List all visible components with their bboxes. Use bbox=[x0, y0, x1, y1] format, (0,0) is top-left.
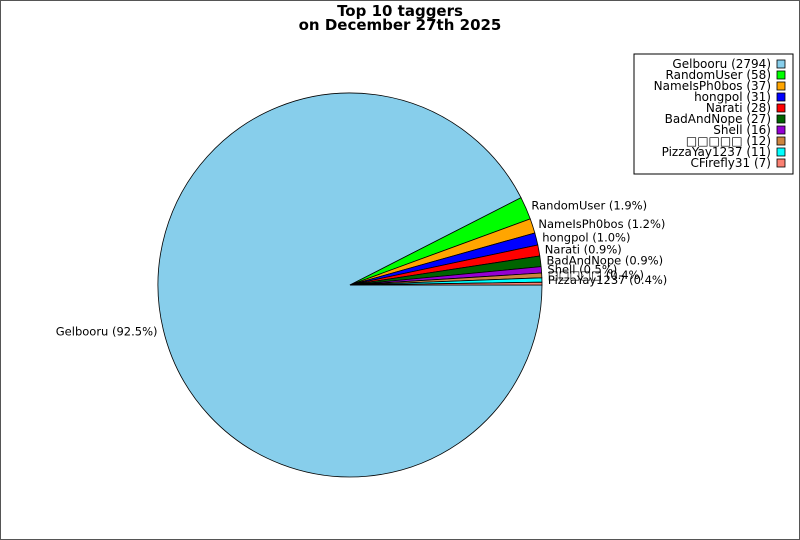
slice-label-5: BadAndNope (0.9%) bbox=[547, 254, 664, 268]
legend-swatch-4 bbox=[776, 103, 786, 113]
legend: Gelbooru (2794)RandomUser (58)NameIsPh0b… bbox=[633, 53, 794, 175]
pie-slice-9 bbox=[349, 281, 543, 286]
legend-swatch-7 bbox=[776, 136, 786, 146]
legend-swatch-5 bbox=[776, 114, 786, 124]
slice-label-3: hongpol (1.0%) bbox=[542, 231, 630, 245]
legend-entry-1: RandomUser (58) bbox=[666, 68, 771, 82]
legend-entry-8: PizzaYay1237 (11) bbox=[662, 145, 771, 159]
pie-slices bbox=[157, 92, 543, 478]
slice-label-7: □□□□□ (0.4%) bbox=[548, 268, 644, 282]
chart-title-line1: Top 10 taggers bbox=[337, 2, 463, 20]
slice-label-4: Narati (0.9%) bbox=[545, 242, 622, 256]
slice-label-2: NameIsPh0bos (1.2%) bbox=[538, 217, 665, 231]
legend-swatch-8 bbox=[776, 147, 786, 157]
slice-labels: Gelbooru (92.5%) RandomUser (1.9%) NameIsP… bbox=[56, 199, 668, 339]
legend-entry-4: Narati (28) bbox=[706, 101, 771, 115]
legend-entry-0: Gelbooru (2794) bbox=[672, 57, 771, 71]
legend-entry-9: CFirefly31 (7) bbox=[690, 156, 771, 170]
legend-entry-5: BadAndNope (27) bbox=[665, 112, 771, 126]
legend-entry-7: □□□□□ (12) bbox=[686, 134, 771, 148]
slice-label-8: PizzaYay1237 (0.4%) bbox=[548, 273, 667, 287]
legend-swatch-1 bbox=[776, 70, 786, 80]
legend-swatch-0 bbox=[776, 59, 786, 69]
chart-title-line2: on December 27th 2025 bbox=[299, 16, 502, 34]
legend-swatch-6 bbox=[776, 125, 786, 135]
legend-swatch-2 bbox=[776, 81, 786, 91]
slice-label-0: Gelbooru (92.5%) bbox=[56, 324, 158, 338]
legend-entry-2: NameIsPh0bos (37) bbox=[654, 79, 771, 93]
legend-entry-3: hongpol (31) bbox=[694, 90, 771, 104]
legend-entry-6: Shell (16) bbox=[713, 123, 771, 137]
legend-swatch-3 bbox=[776, 92, 786, 102]
legend-swatch-9 bbox=[776, 158, 786, 168]
slice-label-6: Shell (0.5%) bbox=[547, 262, 617, 276]
slice-label-1: RandomUser (1.9%) bbox=[531, 199, 647, 213]
legend-box bbox=[633, 53, 794, 175]
